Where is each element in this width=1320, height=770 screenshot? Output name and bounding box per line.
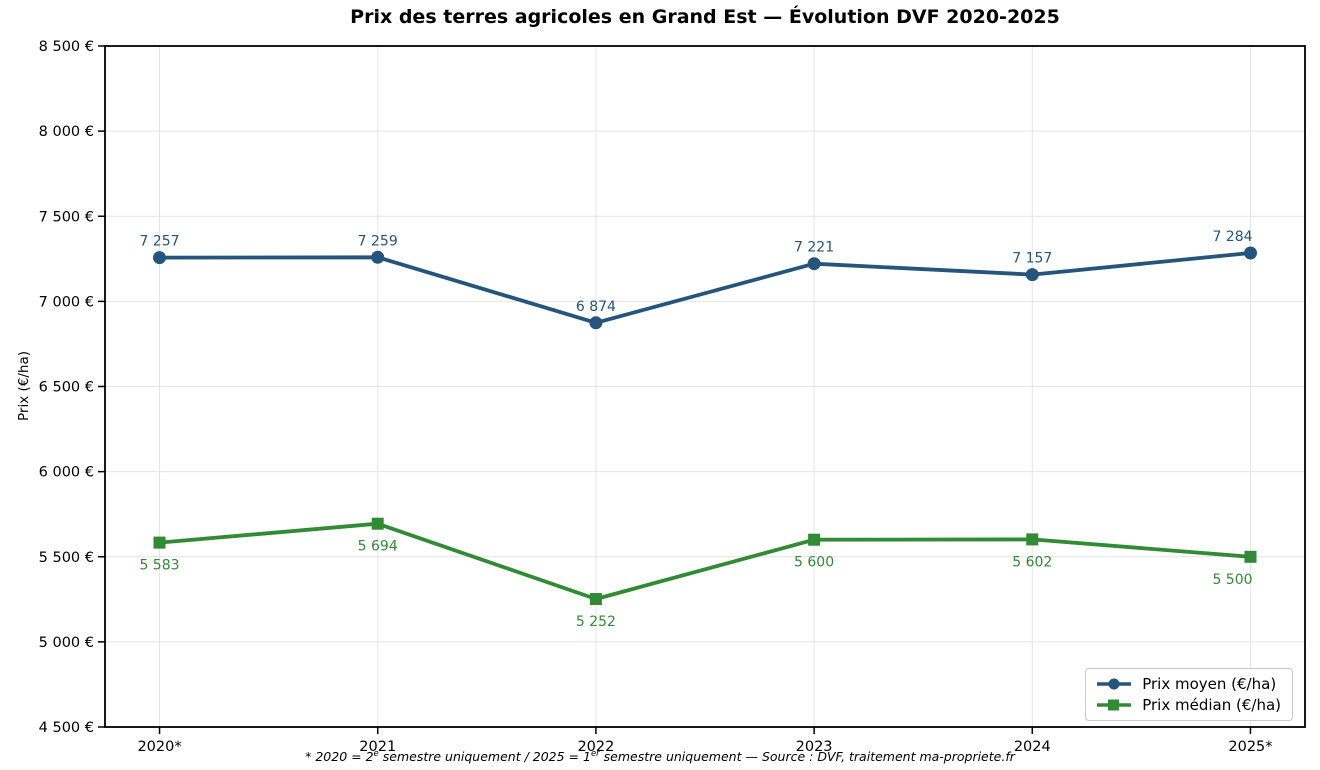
legend-item-prix-moyen: Prix moyen (€/ha) xyxy=(1095,675,1281,693)
svg-text:2024: 2024 xyxy=(1014,739,1051,755)
svg-text:5 583: 5 583 xyxy=(139,558,179,574)
svg-text:5 500 €: 5 500 € xyxy=(39,550,94,566)
svg-text:7 500 €: 7 500 € xyxy=(39,209,94,225)
svg-text:8 500 €: 8 500 € xyxy=(39,39,94,55)
svg-text:2023: 2023 xyxy=(796,739,833,755)
svg-text:2020*: 2020* xyxy=(137,739,181,755)
svg-text:5 000 €: 5 000 € xyxy=(39,635,94,651)
svg-text:7 157: 7 157 xyxy=(1012,251,1052,267)
prix-median-line-marker-icon xyxy=(1097,699,1132,711)
svg-text:5 600: 5 600 xyxy=(794,555,834,571)
source-note: * 2020 = 2e semestre uniquement / 2025 =… xyxy=(0,749,1320,764)
source-note-text-1: * 2020 = 2 xyxy=(305,749,374,765)
source-note-sup-2: er xyxy=(590,749,600,759)
y-axis-ticks: 4 500 € 5 000 € 5 500 € 6 000 € 6 500 € 7 000… xyxy=(39,39,105,736)
svg-text:6 500 €: 6 500 € xyxy=(39,380,94,396)
svg-text:5 500: 5 500 xyxy=(1212,572,1252,588)
source-note-text-2: semestre uniquement / 2025 = 1 xyxy=(378,749,591,765)
svg-text:4 500 €: 4 500 € xyxy=(39,720,94,736)
series-prix-median: 5 583 5 694 5 252 5 600 5 602 5 500 xyxy=(139,517,1257,630)
legend-item-prix-median: Prix médian (€/ha) xyxy=(1095,696,1281,714)
x-axis-ticks: 2020* 2021 2022 2023 2024 2025* xyxy=(137,727,1273,755)
svg-text:6 874: 6 874 xyxy=(576,299,616,315)
svg-text:2021: 2021 xyxy=(359,739,396,755)
svg-text:2025*: 2025* xyxy=(1228,739,1272,755)
svg-text:7 257: 7 257 xyxy=(139,234,179,250)
svg-text:5 694: 5 694 xyxy=(358,539,398,555)
svg-text:5 602: 5 602 xyxy=(1012,554,1052,570)
svg-text:7 259: 7 259 xyxy=(358,233,398,249)
svg-text:7 284: 7 284 xyxy=(1212,229,1252,245)
plot-frame xyxy=(104,45,1306,728)
legend-label-prix-median: Prix médian (€/ha) xyxy=(1142,696,1281,714)
source-note-sup-1: e xyxy=(373,749,379,759)
prix-moyen-line-marker-icon xyxy=(1097,678,1132,690)
grid-lines xyxy=(105,45,1305,728)
svg-text:2022: 2022 xyxy=(577,739,614,755)
svg-text:7 000 €: 7 000 € xyxy=(39,294,94,310)
source-note-text-3: semestre uniquement — Source : DVF, trai… xyxy=(599,749,1015,765)
series-prix-moyen: 7 257 7 259 6 874 7 221 7 157 7 284 xyxy=(139,229,1257,330)
chart-legend: Prix moyen (€/ha) Prix médian (€/ha) xyxy=(1085,668,1293,721)
svg-text:6 000 €: 6 000 € xyxy=(39,465,94,481)
svg-text:5 252: 5 252 xyxy=(576,614,616,630)
svg-text:8 000 €: 8 000 € xyxy=(39,124,94,140)
legend-label-prix-moyen: Prix moyen (€/ha) xyxy=(1142,675,1277,693)
svg-text:7 221: 7 221 xyxy=(794,240,834,256)
chart-title: Prix des terres agricoles en Grand Est —… xyxy=(350,6,1060,28)
